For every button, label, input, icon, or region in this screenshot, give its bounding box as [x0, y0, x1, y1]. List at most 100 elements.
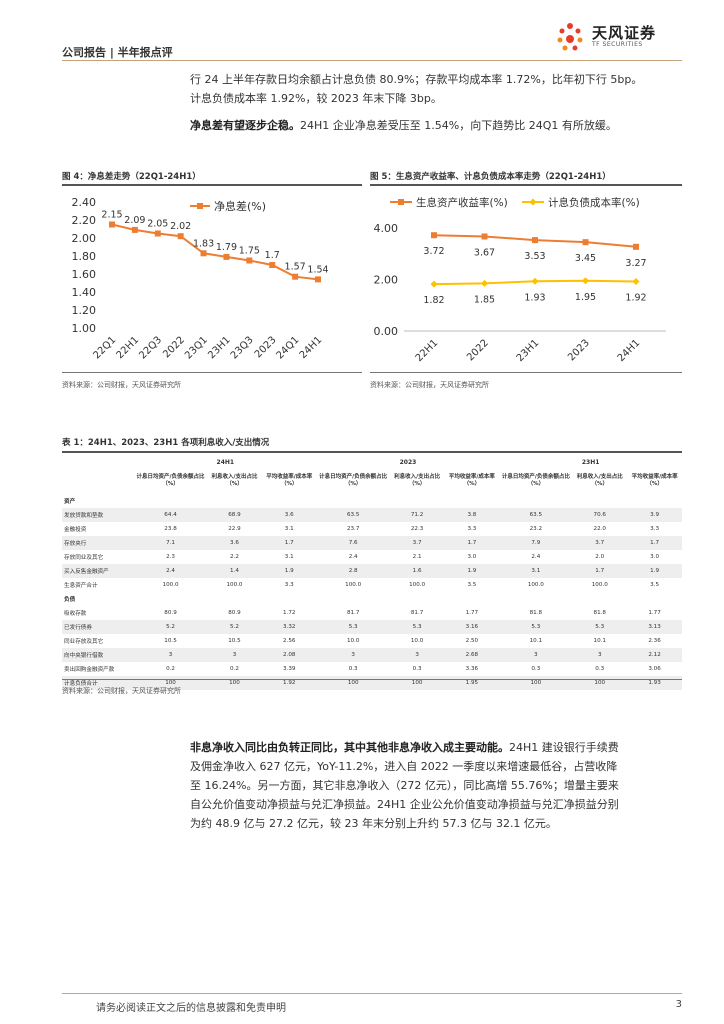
table-cell: 2.36: [648, 638, 661, 644]
table-cell: 80.9: [164, 610, 177, 616]
table-cell: 1.7: [261, 536, 317, 550]
y-tick-label: 4.00: [374, 222, 399, 235]
fig5-top-rule: [370, 184, 682, 186]
table-bottom-rule: [62, 679, 682, 680]
table-cell: 0.3: [412, 666, 422, 672]
intro-paragraph: 行 24 上半年存款日均余额占计息负债 80.9%；存款平均成本率 1.72%，…: [190, 70, 682, 135]
table-row: 已发行债券 5.2 5.2 3.32 5.3 5.3 3.16 5.3 5.3 3.13: [62, 620, 682, 634]
table-cell: 100.0: [591, 582, 608, 588]
table-cell: 5.2: [134, 620, 208, 634]
table-cell: 2.12: [627, 648, 682, 662]
table-cell: 3.9: [627, 508, 682, 522]
legend-marker: [398, 199, 404, 205]
table-cell: 3.0: [467, 554, 477, 560]
legend-label: 生息资产收益率(%): [416, 196, 508, 209]
para2-line-5: 为约 48.9 亿与 27.2 亿元，较 23 年末分别上升约 57.3 亿与 …: [190, 817, 557, 830]
table-title: 表 1：24H1、2023、23H1 各项利息收入/支出情况: [62, 438, 270, 448]
legend-marker: [529, 198, 537, 206]
col-header: 利息收入/支出占比（%）: [207, 468, 262, 494]
page-header: 公司报告 | 半年报点评 天风证券 TF SECURITIES: [62, 23, 682, 64]
para2-line1-rest: 24H1 建设银行手续费: [509, 741, 619, 754]
table-cell: 3.32: [261, 620, 317, 634]
table-cell: 1.7: [572, 564, 628, 578]
data-point: [531, 277, 539, 285]
fig4-title: 图 4：净息差走势（22Q1-24H1）: [62, 172, 201, 182]
intro-line-2: 计息负债成本率 1.92%，较 2023 年末下降 3bp。: [190, 92, 442, 105]
y-tick-label: 1.40: [72, 286, 97, 299]
table-cell: 100.0: [409, 582, 426, 588]
row-label: 买入反售金融资产: [62, 564, 134, 578]
table-cell: 3.8: [444, 508, 500, 522]
table-cell: 23.8: [164, 526, 177, 532]
data-point: [292, 273, 299, 280]
table-cell: 71.2: [389, 508, 445, 522]
intro-line-1: 行 24 上半年存款日均余额占计息负债 80.9%；存款平均成本率 1.72%，…: [190, 73, 643, 86]
fig4-bottom-rule: [62, 372, 362, 373]
table-cell: 2.3: [166, 554, 175, 560]
logo-cn: 天风证券: [592, 24, 657, 42]
table-cell: 3.0: [650, 554, 660, 560]
table-cell: 3.6: [261, 508, 317, 522]
legend-label: 净息差(%): [214, 199, 266, 213]
company-logo: 天风证券 TF SECURITIES: [552, 20, 682, 56]
table-cell: 10.5: [164, 638, 177, 644]
period-header: 2023: [316, 456, 500, 468]
table-cell: 1.77: [648, 610, 661, 616]
table-cell: 7.9: [499, 536, 573, 550]
table-cell: 0.3: [531, 666, 541, 672]
data-point: [246, 257, 253, 264]
table-cell: 3.7: [389, 536, 445, 550]
table-cell: 2.0: [595, 554, 605, 560]
row-label: 生息资产合计: [64, 583, 98, 589]
x-tick-label: 23Q3: [229, 335, 256, 362]
data-point: [200, 250, 207, 257]
table-cell: 3.3: [467, 526, 477, 532]
table-cell: 1.9: [261, 564, 317, 578]
x-tick-label: 22H1: [115, 335, 142, 362]
x-tick-label: 2022: [465, 338, 491, 364]
x-tick-label: 23Q1: [183, 335, 210, 362]
table-cell: 5.3: [389, 620, 445, 634]
data-point: [632, 278, 640, 286]
table-cell: 3.5: [650, 582, 660, 588]
col-header: 计息日均资产/负债余额占比（%）: [499, 468, 573, 494]
row-label: 同业存放及其它: [64, 639, 104, 645]
col-header: 利息收入/支出占比（%）: [389, 468, 445, 494]
table-row: 金融投资 23.8 22.9 3.1 23.7 22.3 3.3 23.2 22.0 3.3: [62, 522, 682, 536]
table-cell: 2.68: [444, 648, 500, 662]
table-cell: 3.06: [648, 666, 661, 672]
table-cell: 2.4: [531, 554, 541, 560]
col-header: 利息收入/支出占比（%）: [572, 468, 628, 494]
table-cell: 63.5: [499, 508, 573, 522]
x-tick-label: 22Q3: [137, 335, 164, 362]
data-point: [481, 233, 488, 240]
legend-label: 计息负债成本率(%): [548, 196, 640, 209]
table-cell: 3: [316, 648, 390, 662]
data-label: 1.93: [524, 292, 545, 303]
data-label: 1.85: [474, 294, 495, 305]
data-label: 1.92: [625, 293, 646, 304]
table-cell: 3: [389, 648, 445, 662]
data-point: [154, 230, 161, 237]
y-tick-label: 2.40: [72, 196, 97, 209]
table-cell: 2.4: [134, 564, 208, 578]
table-cell: 1.7: [627, 536, 682, 550]
table-cell: 23.7: [346, 526, 360, 532]
nim-bold: 净息差有望逐步企稳。: [190, 119, 300, 132]
x-tick-label: 23H1: [515, 338, 542, 365]
data-label: 1.79: [216, 242, 237, 253]
para2-line-2: 及佣金净收入 627 亿元，YoY-11.2%，进入自 2022 一季度以来增速…: [190, 760, 618, 773]
y-tick-label: 1.00: [72, 322, 97, 335]
table-cell: 2.1: [412, 554, 422, 560]
row-label: 已发行债券: [62, 620, 134, 634]
table-cell: 7.6: [316, 536, 390, 550]
table-cell: 3.1: [284, 554, 294, 560]
table-row: 存放同业及其它 2.3 2.2 3.1 2.4 2.1 3.0 2.4 2.0 3.0: [62, 550, 682, 564]
y-tick-label: 2.00: [72, 232, 97, 245]
table-cell: 3.3: [284, 582, 294, 588]
table-cell: 22.3: [410, 526, 424, 532]
table-cell: 63.5: [316, 508, 390, 522]
table-cell: 70.6: [572, 508, 628, 522]
data-label: 1.82: [423, 295, 444, 306]
interest-table: 24H1 2023 23H1 计息日均资产/负债余额占比（%） 利息收入/支出占…: [62, 456, 682, 690]
